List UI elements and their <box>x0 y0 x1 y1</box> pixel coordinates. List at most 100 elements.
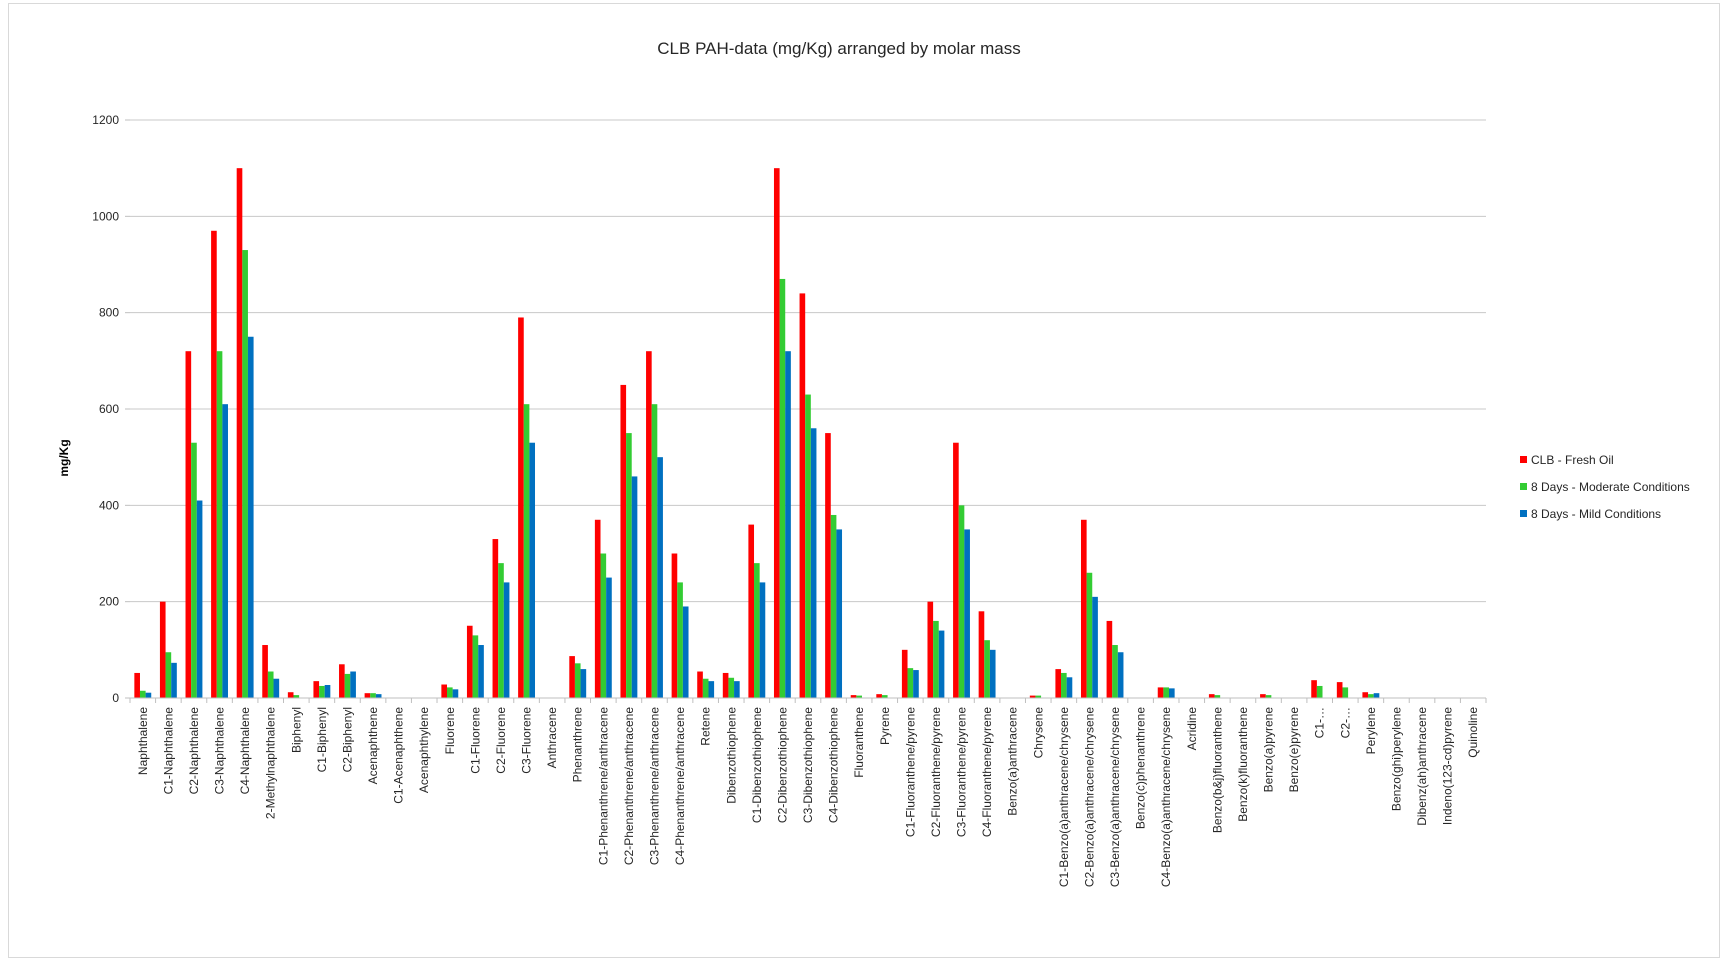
bar-series-3 <box>1117 652 1124 698</box>
x-tick-label: 2-Methylnaphthalene <box>264 707 278 819</box>
bar-series-2 <box>600 553 607 698</box>
bar-series-3 <box>529 442 536 698</box>
bar-series-2 <box>447 687 453 698</box>
bar-series-2 <box>472 635 479 698</box>
bar-series-1 <box>287 692 294 698</box>
legend-label: 8 Days - Moderate Conditions <box>1531 480 1690 494</box>
bar-series-3 <box>222 404 228 698</box>
bar-series-2 <box>805 394 811 698</box>
x-tick-label: Benzo(k)fluoranthene <box>1236 707 1250 822</box>
bar-series-1 <box>748 524 755 698</box>
x-tick-label: Benzo(ghi)perylene <box>1389 707 1403 811</box>
bar-series-2 <box>216 351 223 698</box>
legend-swatch <box>1520 510 1527 517</box>
x-tick-label: Acenaphthene <box>366 707 380 785</box>
bar-series-2 <box>651 404 658 698</box>
bar-series-1 <box>1311 680 1317 698</box>
x-tick-label: C3-Benzo(a)anthracene/chrysene <box>1108 707 1122 887</box>
y-tick-label: 600 <box>99 402 119 416</box>
x-tick-label: Dibenzothiophene <box>724 707 738 804</box>
x-tick-label: C4-Phenanthrene/anthracene <box>673 707 687 865</box>
bar-series-3 <box>350 671 356 698</box>
bar-series-3 <box>810 428 817 698</box>
x-tick-label: C2-Naphthalene <box>187 707 201 795</box>
bar-series-1 <box>671 553 678 698</box>
bar-series-3 <box>247 336 254 698</box>
bar-series-2 <box>933 620 939 698</box>
bar-series-1 <box>569 656 575 698</box>
bar-series-3 <box>452 689 459 698</box>
bar-series-2 <box>344 673 351 698</box>
bar-series-3 <box>938 630 945 698</box>
x-axis-labels: Naphthalene C1-Naphthalene C2-Naphthalene C… <box>129 698 1487 887</box>
bar-series-1 <box>1106 620 1113 698</box>
x-tick-label: C1-Fluoranthene/pyrene <box>903 707 917 837</box>
bar-series-1 <box>1260 694 1266 698</box>
legend-swatch <box>1520 483 1527 490</box>
bar-series-1 <box>466 625 473 698</box>
bar-series-2 <box>702 678 709 698</box>
bar-series-2 <box>1035 695 1042 698</box>
y-axis-ticks: 0 200 400 600 800 1000 1200 <box>92 113 130 705</box>
bar-series-2 <box>242 250 248 699</box>
y-tick-label: 800 <box>99 306 119 320</box>
bar-series-2 <box>1342 687 1349 698</box>
bars <box>134 168 1380 699</box>
x-tick-label: C3-Naphthalene <box>213 707 227 795</box>
bar-series-3 <box>1373 693 1380 698</box>
y-tick-label: 400 <box>99 498 119 512</box>
x-tick-label: Perylene <box>1364 707 1378 755</box>
bar-series-1 <box>1080 519 1087 698</box>
bar-series-2 <box>958 505 965 698</box>
chart-area <box>8 3 1720 958</box>
gridlines <box>130 119 1486 603</box>
bar-series-1 <box>262 645 268 698</box>
bar-series-2 <box>1368 694 1374 698</box>
x-tick-label: Dibenz(ah)anthracene <box>1415 707 1429 826</box>
bar-series-2 <box>574 663 581 698</box>
bar-series-2 <box>1316 685 1323 698</box>
bar-series-1 <box>722 672 729 698</box>
bar-series-3 <box>171 662 177 698</box>
bar-series-1 <box>799 293 806 698</box>
bar-series-2 <box>1086 572 1093 698</box>
x-tick-label: C4-Fluoranthene/pyrene <box>980 707 994 837</box>
x-tick-label: C3-Fluoranthene/pyrene <box>955 707 969 837</box>
bar-series-3 <box>734 681 740 698</box>
bar-series-3 <box>836 529 843 698</box>
y-tick-label: 1200 <box>92 113 119 127</box>
bar-series-1 <box>185 351 192 698</box>
bar-series-3 <box>785 351 791 698</box>
bar-series-2 <box>626 433 632 698</box>
bar-series-1 <box>211 230 217 698</box>
bar-series-1 <box>134 672 140 698</box>
bar-series-2 <box>907 668 914 698</box>
bar-series-2 <box>1112 645 1118 698</box>
bar-series-3 <box>606 577 612 698</box>
x-tick-label: C2-Dibenzothiophene <box>775 707 789 823</box>
bar-series-3 <box>964 529 970 698</box>
x-tick-label: C4-Benzo(a)anthracene/chrysene <box>1159 707 1173 887</box>
legend-swatch <box>1520 456 1527 463</box>
x-tick-label: C3-Fluorene <box>520 707 534 774</box>
bar-series-3 <box>631 476 638 698</box>
bar-series-1 <box>773 168 780 699</box>
x-tick-label: Fluorene <box>443 707 457 755</box>
x-tick-label: Naphthalene <box>136 707 150 775</box>
bar-series-3 <box>145 692 152 698</box>
bar-series-3 <box>375 694 382 698</box>
bar-series-1 <box>1208 694 1215 698</box>
bar-series-1 <box>1029 695 1036 698</box>
bar-series-1 <box>825 433 831 698</box>
bar-series-1 <box>159 601 166 698</box>
x-tick-label: Anthracene <box>545 707 559 769</box>
x-tick-label: Pyrene <box>878 707 892 745</box>
bar-series-2 <box>881 695 888 698</box>
bar-series-1 <box>646 351 652 698</box>
x-tick-label: Retene <box>699 707 713 746</box>
bar-series-2 <box>191 442 197 698</box>
bar-series-1 <box>441 684 447 698</box>
bar-series-3 <box>657 457 663 698</box>
x-tick-label: C4-Dibenzothiophene <box>827 707 841 823</box>
